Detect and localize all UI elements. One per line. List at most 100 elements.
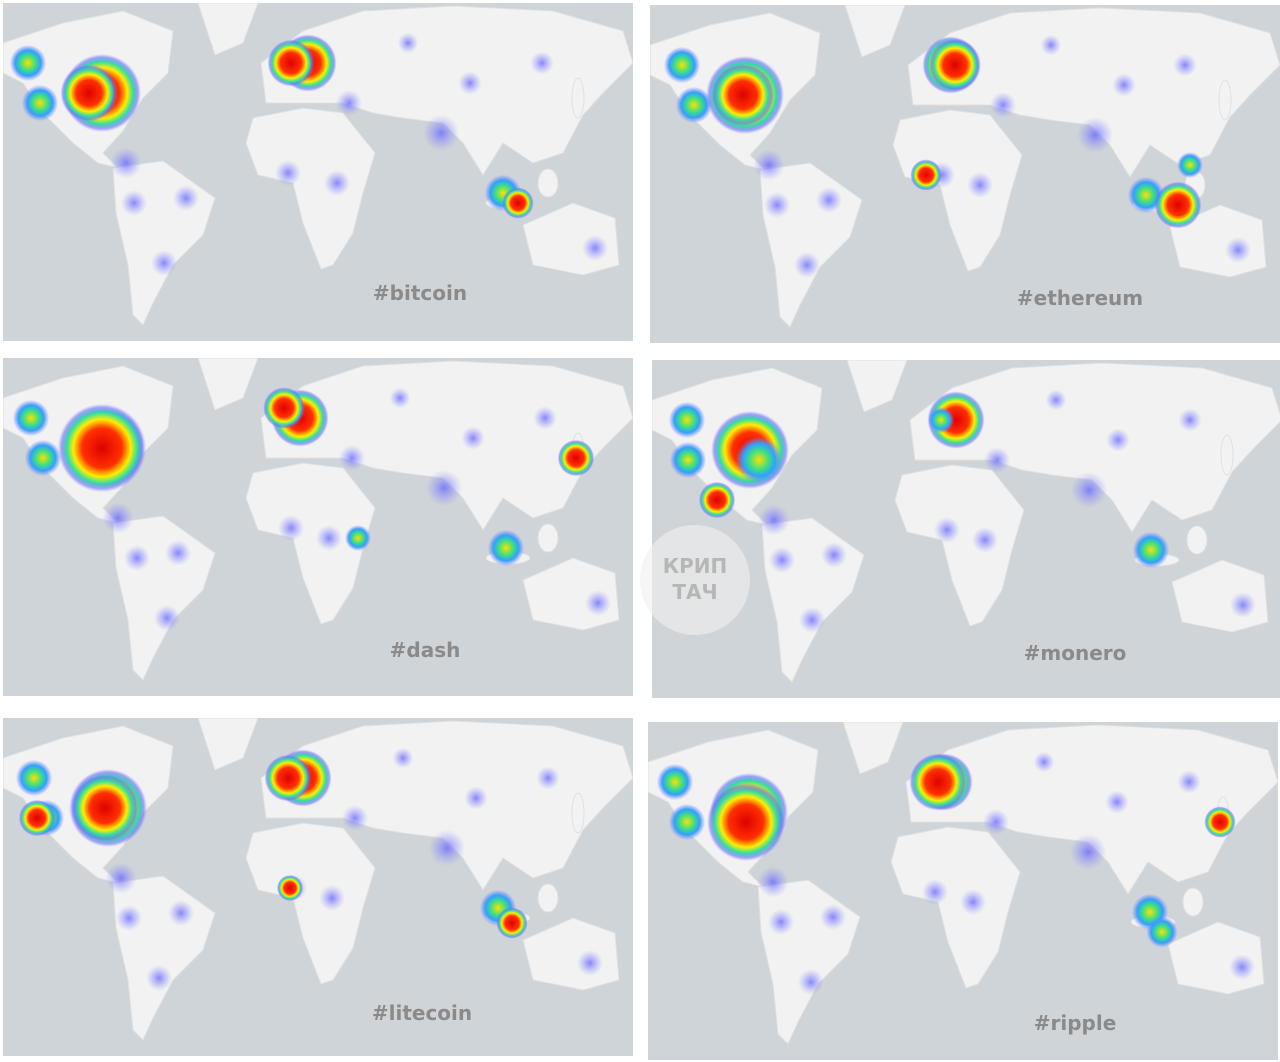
heat-spot bbox=[794, 252, 820, 278]
heat-spot bbox=[154, 605, 180, 631]
heat-spot bbox=[12, 399, 50, 437]
map-panel: #dash bbox=[3, 358, 633, 696]
heat-spot bbox=[1069, 833, 1107, 871]
heat-spot bbox=[909, 753, 967, 811]
heat-spot bbox=[1033, 751, 1055, 773]
heat-spot bbox=[24, 439, 62, 477]
heat-spot bbox=[669, 441, 707, 479]
heat-spot bbox=[820, 904, 846, 930]
heat-spot bbox=[1173, 53, 1197, 77]
heat-spot bbox=[1229, 954, 1255, 980]
heat-spot bbox=[151, 250, 177, 276]
heat-spot bbox=[972, 527, 998, 553]
heat-spot bbox=[71, 774, 139, 842]
watermark: КРИП ТАЧ bbox=[640, 525, 750, 635]
heat-spot bbox=[707, 783, 785, 861]
heat-spot bbox=[397, 32, 419, 54]
heat-spot bbox=[102, 502, 134, 534]
heat-spot bbox=[910, 159, 942, 191]
heat-spot bbox=[116, 905, 142, 931]
heat-spot bbox=[9, 44, 47, 82]
heat-spot bbox=[1112, 73, 1136, 97]
heat-spot bbox=[1045, 389, 1067, 411]
heat-spot bbox=[57, 403, 147, 493]
heat-spot bbox=[458, 71, 482, 95]
heat-spot bbox=[753, 149, 785, 181]
heat-spot bbox=[124, 545, 150, 571]
heat-spot bbox=[1132, 531, 1170, 569]
heat-spot bbox=[798, 969, 824, 995]
heat-spot bbox=[121, 190, 147, 216]
heat-spot bbox=[345, 525, 371, 551]
heat-spot bbox=[656, 763, 694, 801]
heat-spot bbox=[264, 754, 312, 802]
heat-spot bbox=[1225, 237, 1251, 263]
hashtag-label: #bitcoin bbox=[373, 281, 467, 305]
heat-spot bbox=[585, 590, 611, 616]
heat-spot bbox=[267, 39, 315, 87]
heat-spot bbox=[316, 525, 342, 551]
heat-spot bbox=[1230, 592, 1256, 618]
heat-spot bbox=[984, 447, 1010, 473]
heat-spot bbox=[422, 114, 460, 152]
heat-spot bbox=[1105, 790, 1129, 814]
heat-spot bbox=[764, 192, 790, 218]
hashtag-label: #ethereum bbox=[1017, 286, 1143, 310]
heat-spot bbox=[1204, 806, 1236, 838]
map-panel: #ripple bbox=[648, 722, 1278, 1060]
heat-spot bbox=[21, 84, 59, 122]
heat-spot bbox=[165, 540, 191, 566]
heat-spot bbox=[105, 862, 137, 894]
heat-spot bbox=[799, 607, 825, 633]
heat-spot bbox=[1076, 116, 1114, 154]
watermark-line: ТАЧ bbox=[672, 580, 718, 604]
heat-spot bbox=[60, 64, 118, 122]
heat-spot bbox=[18, 799, 56, 837]
heat-spot bbox=[990, 92, 1016, 118]
heat-spot bbox=[582, 235, 608, 261]
heat-spot bbox=[496, 907, 528, 939]
heat-spot bbox=[425, 469, 463, 507]
heat-spot bbox=[668, 401, 706, 439]
heat-spot bbox=[277, 875, 303, 901]
map-panel: #bitcoin bbox=[3, 3, 633, 341]
heat-spot bbox=[757, 866, 789, 898]
heat-spot bbox=[698, 481, 736, 519]
heat-spot bbox=[1106, 428, 1130, 452]
heat-spot bbox=[1177, 770, 1201, 794]
heat-spot bbox=[821, 542, 847, 568]
heat-spot bbox=[533, 406, 557, 430]
heat-spot bbox=[668, 803, 706, 841]
heat-spot bbox=[711, 63, 775, 127]
heat-spot bbox=[275, 160, 301, 186]
map-panel: #monero bbox=[652, 360, 1280, 698]
heat-spot bbox=[967, 172, 993, 198]
heat-spot bbox=[816, 187, 842, 213]
heat-spot bbox=[110, 147, 142, 179]
hashtag-label: #dash bbox=[390, 638, 461, 662]
heat-spot bbox=[960, 889, 986, 915]
heat-spot bbox=[146, 965, 172, 991]
heat-spot bbox=[577, 950, 603, 976]
heat-spot bbox=[663, 46, 701, 84]
heat-spot bbox=[464, 786, 488, 810]
heat-spot bbox=[339, 445, 365, 471]
heat-spot bbox=[428, 829, 466, 867]
heat-spot bbox=[1146, 916, 1178, 948]
heat-spot bbox=[768, 909, 794, 935]
heat-spot bbox=[342, 805, 368, 831]
watermark-line: КРИП bbox=[662, 554, 728, 578]
heat-spot bbox=[769, 547, 795, 573]
heat-spot bbox=[530, 51, 554, 75]
heat-spot bbox=[983, 809, 1009, 835]
heat-spot bbox=[487, 529, 525, 567]
heat-spot bbox=[758, 504, 790, 536]
hashtag-label: #ripple bbox=[1034, 1011, 1117, 1035]
heat-spot bbox=[461, 426, 485, 450]
map-panel: #litecoin bbox=[3, 718, 633, 1056]
heat-spot bbox=[929, 39, 981, 91]
heat-spot bbox=[557, 439, 595, 477]
map-panel: #ethereum bbox=[650, 5, 1280, 343]
heat-spot bbox=[392, 747, 414, 769]
